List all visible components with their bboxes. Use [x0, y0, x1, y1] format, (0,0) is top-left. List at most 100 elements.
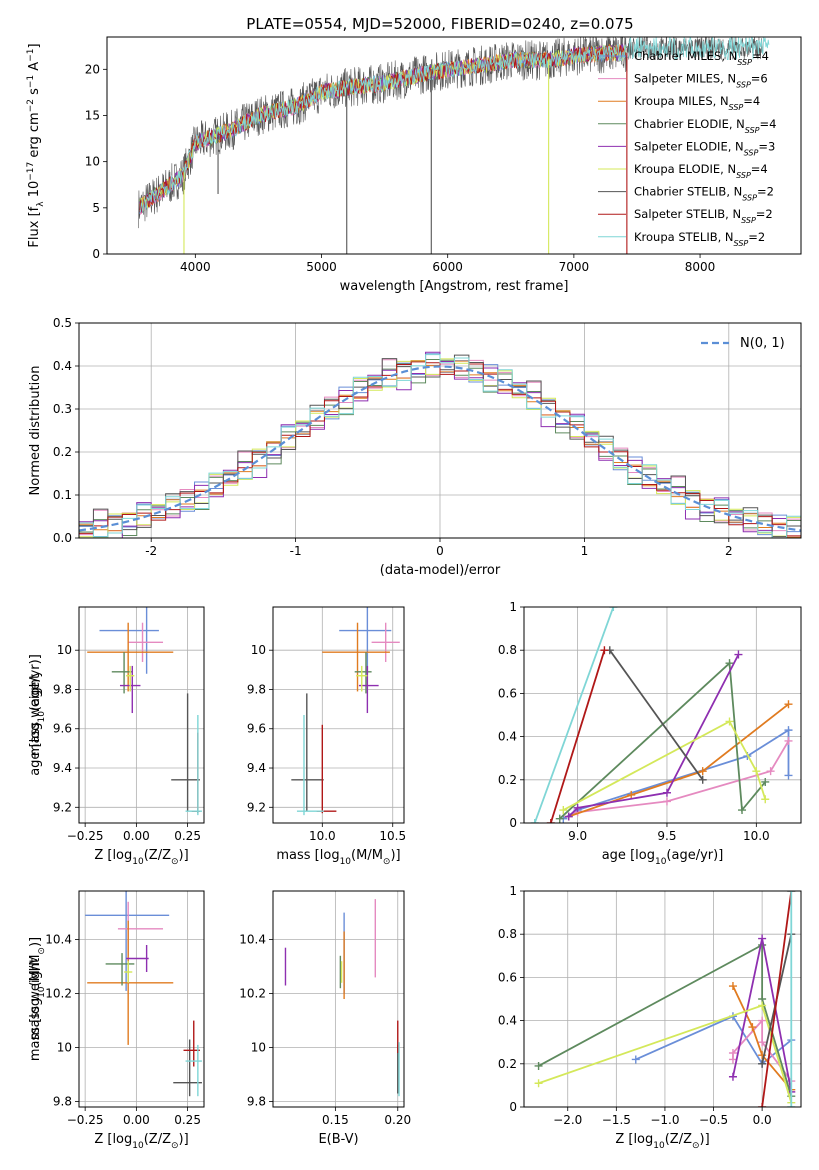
- x-tick-label: 0.00: [123, 829, 150, 843]
- x-axis-label: Z [log10(Z/Z⊙)]: [615, 1132, 709, 1151]
- axes-frame: [78, 606, 205, 824]
- y-tick-label: 9.2: [53, 800, 72, 814]
- y-axis-label: mass [log10(M/M⊙)]: [28, 937, 47, 1061]
- weight-marker: [758, 1016, 767, 1025]
- weight-line-3: [538, 943, 793, 1097]
- figure-title: PLATE=0554, MJD=52000, FIBERID=0240, z=0…: [246, 15, 633, 33]
- residual-histogram-5: [79, 358, 801, 538]
- x-tick-label: -2: [145, 544, 157, 558]
- legend-entry: Chabrier ELODIE, NSSP=4: [634, 117, 776, 135]
- errorbar-point-7: [316, 724, 337, 814]
- x-axis-label: E(B-V): [318, 1132, 358, 1147]
- y-tick-label: 9.2: [247, 800, 266, 814]
- plot-content: [273, 891, 404, 1107]
- y-tick-label: 0.4: [498, 1014, 517, 1028]
- weight-marker: [738, 806, 747, 815]
- errorbar-point-2: [87, 622, 174, 692]
- y-tick-label: 0.6: [498, 970, 517, 984]
- axes-weight_vs_z: −2.0 −1.5 −1.0 −0.5 0.000.20.40.60.81Z [log1…: [28, 884, 802, 1151]
- legend-entry: Salpeter ELODIE, NSSP=3: [634, 139, 775, 157]
- y-tick-label: 9.8: [53, 682, 72, 696]
- axes-frame: [106, 36, 802, 255]
- errorbar-point-3: [354, 652, 372, 694]
- weight-marker: [784, 700, 793, 709]
- axes-residuals: -2 -1 0 1 2 0.0 0.1 0.2 0.3 0.4 0.5 (data-model)/er…: [28, 316, 802, 578]
- errorbar-point-6: [291, 693, 324, 812]
- y-tick-label: 10: [85, 155, 100, 169]
- y-tick-label: 9.8: [247, 682, 266, 696]
- y-tick-label: 10.4: [45, 933, 72, 947]
- y-tick-label: 5: [92, 201, 100, 215]
- errorbar-point-0: [99, 607, 159, 674]
- weight-marker: [748, 1023, 757, 1032]
- y-tick-label: 20: [85, 62, 100, 76]
- axes-weight_vs_age: 9.0 9.5 10.0 0 0.2 0.4 0.6 0.8 1 age [log10(age/y…: [28, 600, 802, 867]
- x-tick-label: 2: [725, 544, 733, 558]
- y-tick-label: 0.0: [53, 531, 72, 545]
- weight-line-3: [559, 661, 766, 820]
- axes-frame: [523, 606, 802, 824]
- plot-content: [79, 891, 204, 1107]
- x-tick-label: 0.15: [322, 1113, 349, 1127]
- x-tick-label: −0.25: [67, 829, 104, 843]
- weight-marker: [609, 607, 618, 611]
- x-tick-label: −2.0: [553, 1113, 582, 1127]
- plot-content: [79, 607, 204, 823]
- axes-frame: [78, 890, 205, 1108]
- x-axis-label: Z [log10(Z/Z⊙)]: [94, 1132, 188, 1151]
- weight-marker: [534, 1079, 543, 1088]
- x-tick-label: 10.0: [743, 829, 770, 843]
- weight-marker: [600, 646, 609, 655]
- spectrum-line-8: [139, 37, 770, 214]
- x-tick-label: −0.5: [699, 1113, 728, 1127]
- errorbar-point-4: [126, 945, 149, 972]
- weight-line-7: [549, 649, 606, 823]
- y-tick-label: 0.6: [498, 686, 517, 700]
- x-tick-label: −1.0: [650, 1113, 679, 1127]
- x-axis-label: (data-model)/error: [380, 563, 501, 578]
- y-axis-label: mass weight: [28, 958, 43, 1040]
- x-tick-label: 0.25: [174, 829, 201, 843]
- y-tick-label: 15: [85, 108, 100, 122]
- legend-entry: Kroupa ELODIE, NSSP=4: [634, 162, 768, 180]
- y-tick-label: 1: [509, 884, 517, 898]
- errorbar-point-0: [339, 607, 392, 674]
- x-tick-label: 5000: [306, 260, 337, 274]
- weight-marker: [761, 777, 770, 786]
- y-tick-label: 0.2: [53, 445, 72, 459]
- weight-marker: [627, 790, 636, 799]
- errorbar-point-5: [126, 665, 135, 692]
- axes-mass_vs_ebv: 0.15 0.20 9.8 10 10.2 10.4 E(B-V): [239, 890, 411, 1147]
- residual-histogram-0: [79, 353, 801, 538]
- x-tick-label: 10.0: [309, 829, 336, 843]
- weight-marker: [662, 797, 671, 806]
- legend-entry: Kroupa MILES, NSSP=4: [634, 94, 760, 112]
- legend-entry: Salpeter MILES, NSSP=6: [634, 72, 768, 90]
- y-axis-label: Normed distribution: [28, 366, 43, 496]
- y-tick-label: 0.8: [498, 927, 517, 941]
- x-tick-label: 8000: [685, 260, 716, 274]
- errorbar-point-1: [128, 622, 164, 662]
- weight-marker: [758, 1038, 767, 1047]
- weight-marker: [734, 650, 743, 659]
- y-axis-label: age [log10(age/yr)]: [28, 654, 47, 776]
- weight-marker: [784, 726, 793, 735]
- y-tick-label: 9.8: [247, 1095, 266, 1109]
- errorbar-point-5: [356, 665, 368, 692]
- y-tick-label: 9.6: [247, 722, 266, 736]
- weight-marker: [555, 814, 564, 823]
- y-tick-label: 9.4: [53, 761, 72, 775]
- x-tick-label: 0.00: [123, 1113, 150, 1127]
- y-tick-label: 0.4: [498, 730, 517, 744]
- weight-marker: [728, 1049, 737, 1057]
- weight-marker: [559, 806, 568, 815]
- x-tick-label: 0.25: [174, 1113, 201, 1127]
- residual-histogram-3: [79, 358, 801, 538]
- y-tick-label: 0.1: [53, 488, 72, 502]
- y-tick-label: 10.2: [45, 987, 72, 1001]
- errorbar-point-1: [371, 622, 400, 662]
- axes-frame: [272, 890, 405, 1108]
- errorbar-point-8: [296, 715, 324, 816]
